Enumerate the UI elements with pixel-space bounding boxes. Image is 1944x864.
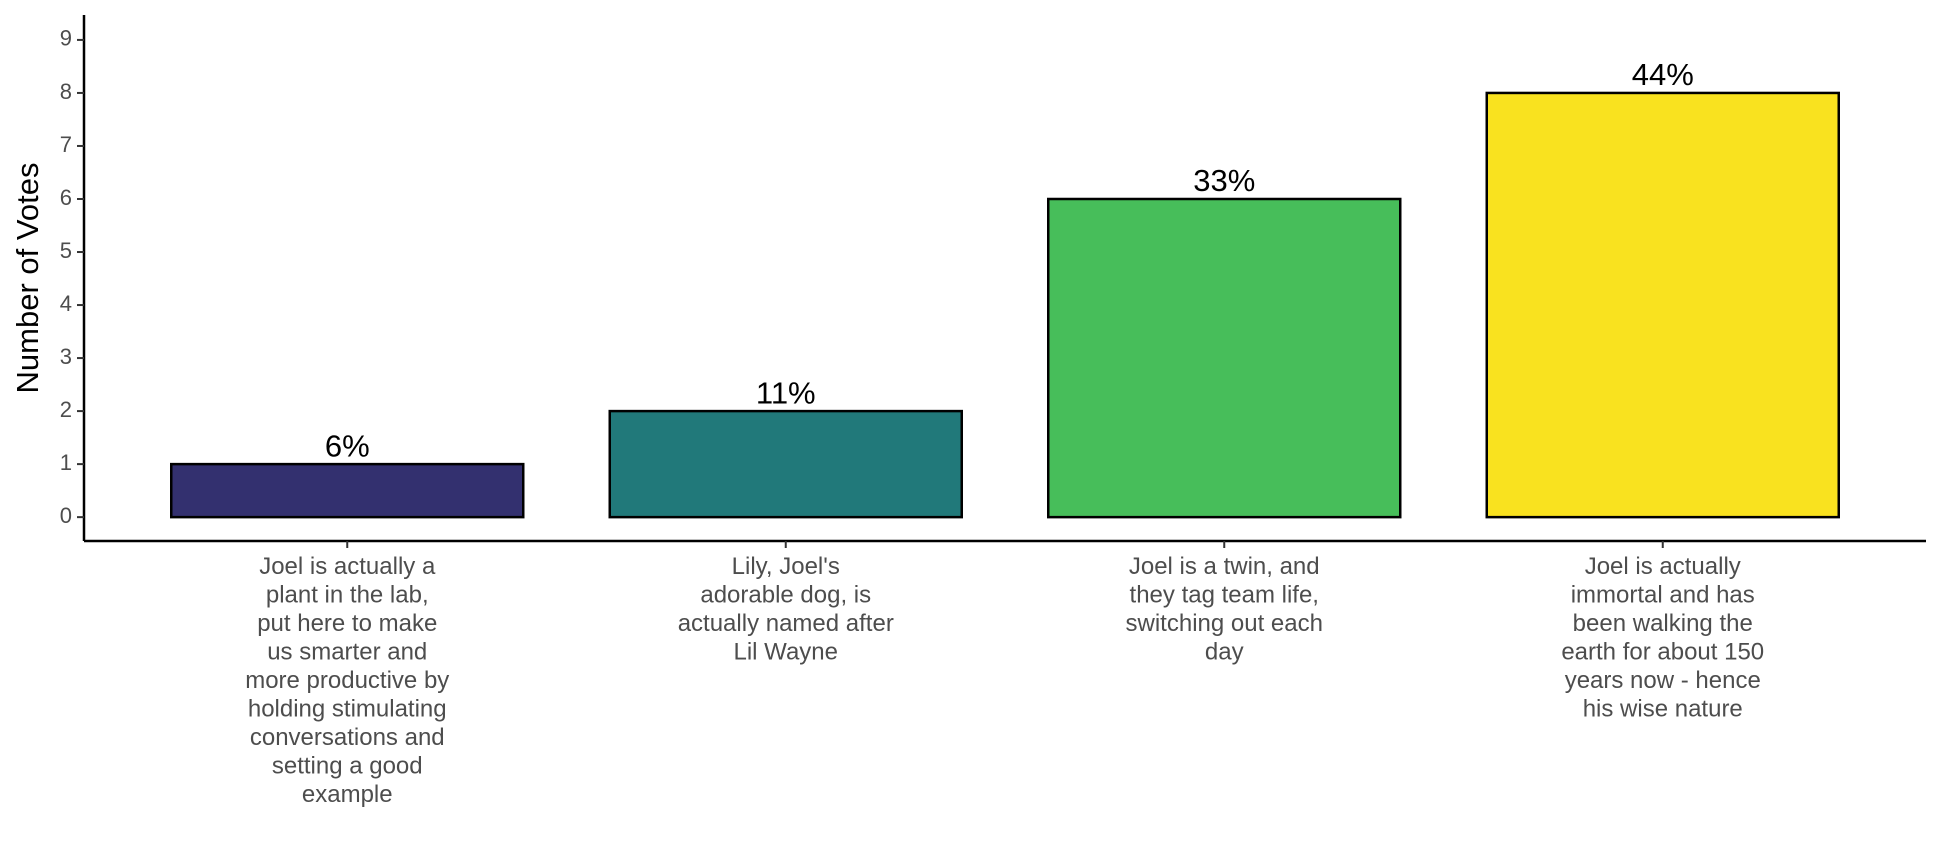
y-tick-label: 9 [60, 26, 72, 51]
y-tick-label: 3 [60, 344, 72, 369]
y-tick-label: 2 [60, 397, 72, 422]
y-tick-label: 1 [60, 450, 72, 475]
y-tick-label: 6 [60, 185, 72, 210]
value-label: 44% [1632, 57, 1694, 92]
y-axis-title: Number of Votes [10, 163, 45, 394]
x-tick-label: Joel is actually a plant in the lab, put h… [245, 553, 449, 808]
x-tick-label: Joel is a twin, and they tag team life, sw… [1126, 553, 1323, 666]
bar [1047, 197, 1402, 519]
x-tick-label: Joel is actually immortal and has been wal… [1561, 553, 1764, 723]
bar [608, 409, 963, 519]
value-label: 6% [325, 428, 370, 463]
bar [1485, 91, 1840, 519]
y-tick-label: 5 [60, 238, 72, 263]
value-label: 33% [1193, 163, 1255, 198]
y-tick-label: 7 [60, 132, 72, 157]
y-tick-label: 0 [60, 503, 72, 528]
x-tick-label: Lily, Joel's adorable dog, is actually nam… [678, 553, 894, 666]
y-tick-label: 4 [60, 291, 72, 316]
value-label: 11% [756, 375, 816, 410]
y-tick-label: 8 [60, 79, 72, 104]
bar [170, 462, 525, 519]
